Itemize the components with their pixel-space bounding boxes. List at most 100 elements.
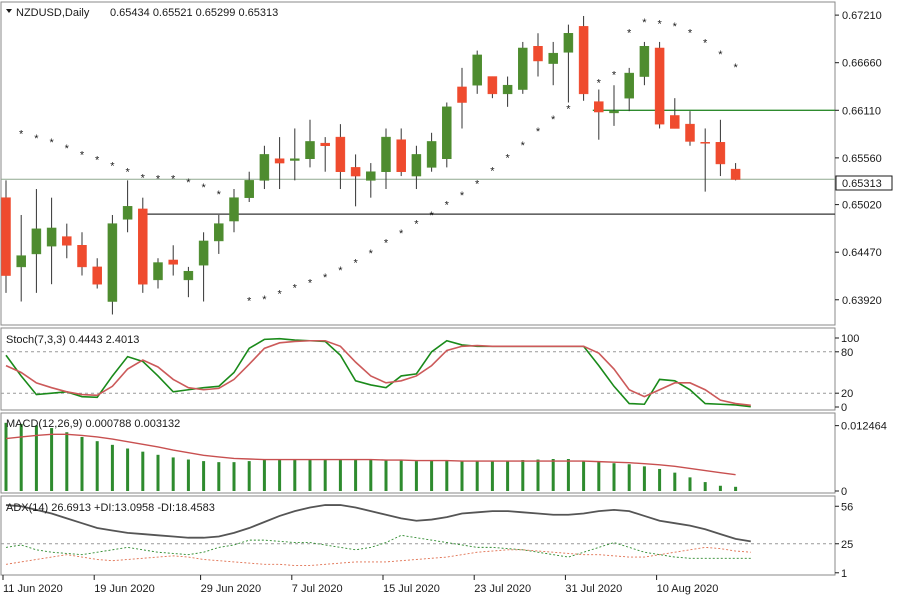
sar-dot: * [642, 17, 647, 29]
macd-bar [354, 459, 358, 491]
sar-dot: * [475, 179, 480, 191]
time-tick-label: 31 Jul 2020 [565, 583, 622, 595]
stochastic-lines [5, 337, 751, 408]
bull-candle [502, 84, 513, 95]
sar-dot: * [733, 62, 738, 74]
sar-dot: * [277, 289, 282, 301]
sar-dot: * [19, 129, 24, 141]
sar-dot: * [80, 149, 85, 161]
sar-dot: * [156, 174, 161, 186]
sar-dot: * [460, 190, 465, 202]
bear-candle [396, 139, 406, 172]
sar-dot: * [308, 277, 313, 289]
macd-bar [673, 472, 677, 491]
bull-candle [244, 180, 254, 198]
time-tick-label: 10 Aug 2020 [657, 583, 719, 595]
bull-candle [214, 223, 224, 242]
price-tick-label: 0.66660 [842, 58, 882, 70]
time-tick-label: 19 Jun 2020 [94, 583, 155, 595]
bull-candle [472, 54, 482, 86]
adx-tick-label: 56 [841, 501, 853, 513]
price-tick-label: 0.64470 [842, 247, 882, 259]
bull-candle [548, 52, 558, 64]
macd-title: MACD(12,26,9) 0.000788 0.003132 [6, 418, 180, 430]
stochastic-axis: 100 80 20 0 [835, 333, 859, 414]
time-tick-label: 29 Jun 2020 [201, 583, 262, 595]
bear-candle [335, 136, 346, 172]
bull-candle [290, 158, 300, 161]
bear-candle [715, 142, 726, 165]
sar-dot: * [369, 248, 374, 260]
macd-tick-label: 0 [841, 486, 847, 498]
macd-bar [566, 459, 570, 491]
adx-tick-label: 1 [841, 568, 847, 580]
macd-bar [658, 468, 662, 491]
sar-dot: * [566, 103, 571, 115]
price-tick-label: 0.63920 [842, 295, 882, 307]
macd-histogram [4, 422, 738, 491]
macd-bar [95, 441, 99, 491]
adx-pane-frame [0, 495, 836, 576]
macd-bar [399, 460, 403, 491]
macd-bar [582, 460, 586, 491]
stochastic-tick-label: 100 [841, 333, 859, 345]
bear-candle [670, 115, 680, 129]
macd-bar [293, 459, 297, 491]
current-price-badge: 0.65313 [835, 175, 893, 191]
current-price-label: 0.65313 [842, 178, 882, 190]
macd-bar [718, 485, 722, 491]
macd-bar [642, 466, 646, 491]
bear-candle [533, 46, 543, 62]
macd-bar [156, 454, 160, 491]
di-minus-line [5, 546, 751, 566]
stochastic-signal-line [5, 339, 751, 407]
macd-bar [4, 422, 8, 491]
bear-candle [138, 208, 148, 285]
sar-dot: * [445, 199, 450, 211]
bear-candle [62, 236, 72, 246]
sar-dot: * [399, 228, 404, 240]
bear-candle [350, 167, 361, 177]
sar-dot: * [551, 114, 556, 126]
sar-dot: * [429, 210, 434, 222]
macd-bar [460, 460, 464, 491]
sar-dot: * [293, 283, 298, 295]
time-tick-label: 15 Jul 2020 [383, 583, 440, 595]
macd-bar [506, 460, 510, 491]
adx-axis: 56 25 1 [835, 501, 853, 580]
bear-candle [700, 142, 710, 144]
parabolic-sar: * * * * * * * * * * * * * * * * * * * * * * * * * * * * * * * * * * * * * * * *… [19, 17, 738, 308]
bull-candle [259, 154, 270, 181]
bull-candle [153, 262, 163, 281]
sar-dot: * [65, 143, 70, 155]
macd-bar [186, 459, 190, 491]
stochastic-pane-frame [0, 327, 836, 411]
stochastic-pane: 100 80 20 0 Stoch(7,3,3) 0.4443 2.4013 [0, 327, 859, 414]
bull-candle [122, 206, 133, 220]
bull-candle [16, 255, 26, 268]
adx-lines [5, 504, 751, 566]
dropdown-arrow-icon[interactable] [6, 9, 12, 13]
sar-dot: * [703, 38, 708, 50]
sar-dot: * [490, 166, 495, 178]
bear-candle [578, 26, 589, 95]
bull-candle [381, 136, 391, 172]
sar-dot: * [688, 27, 693, 39]
price-tick-label: 0.66110 [842, 105, 881, 117]
bear-candle [730, 168, 741, 180]
macd-signal-polyline [5, 433, 736, 476]
price-header: NZDUSD,Daily 0.65434 0.65521 0.65299 0.6… [6, 7, 278, 19]
macd-bar [110, 444, 114, 491]
stochastic-tick-label: 0 [841, 402, 847, 414]
price-pane: * * * * * * * * * * * * * * * * * * * * * * * * * * * * * * * * * * * * * * * *… [0, 1, 893, 326]
adx-tick-label: 25 [841, 539, 853, 551]
bull-candle [46, 227, 57, 247]
sar-dot: * [338, 265, 343, 277]
macd-axis: 0.012464 0 [835, 421, 887, 498]
macd-bar [688, 477, 692, 491]
macd-bar [445, 460, 449, 491]
bull-candle [518, 47, 528, 90]
sar-dot: * [110, 161, 115, 173]
sar-dot: * [141, 173, 146, 185]
